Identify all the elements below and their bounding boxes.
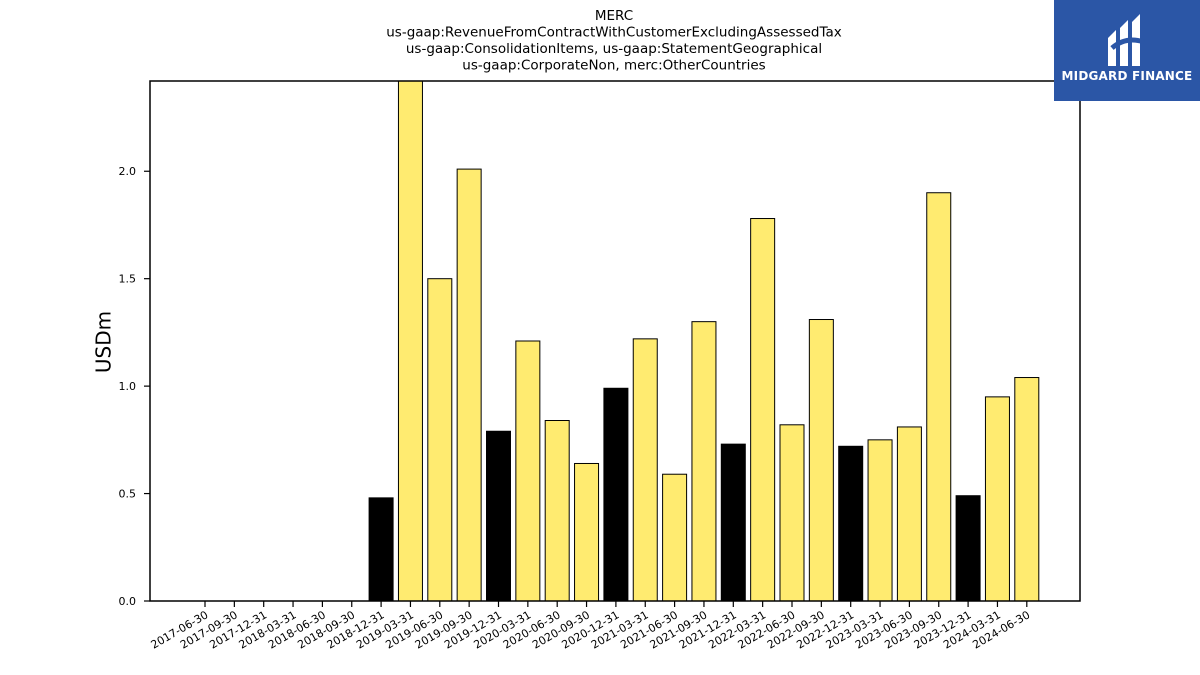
bar [486,430,511,602]
y-axis-label: USDm [92,311,116,373]
logo-text: MIDGARD FINANCE [1061,69,1193,83]
bar [984,396,1010,602]
bar [574,462,600,602]
bar [808,319,834,602]
bar [867,439,893,602]
y-tick-label: 1.5 [119,273,137,286]
logo: MIDGARD FINANCE [1054,0,1200,101]
bar [632,338,658,602]
chart-title-line: us-gaap:ConsolidationItems, us-gaap:Stat… [406,41,822,57]
bar [515,340,541,602]
y-tick-label: 0.5 [119,488,137,501]
plot-frame [149,80,1081,602]
bar [603,387,629,602]
bar [838,445,864,602]
chart-title-line: us-gaap:RevenueFromContractWithCustomerE… [386,25,842,41]
bar [1014,377,1040,602]
y-tick-label: 1.0 [119,380,137,393]
bar [368,497,394,602]
bar [926,192,952,602]
bar [662,473,688,602]
y-tick-label: 0.0 [119,595,137,608]
y-axis-ticks: 0.0 0.5 1.0 1.5 2.0 [119,165,150,608]
bar [955,495,981,602]
bar [397,80,423,602]
chart-title-line: us-gaap:CorporateNon, merc:OtherCountrie… [462,58,765,74]
bar [456,168,482,602]
bar [427,278,453,602]
y-tick-label: 2.0 [119,165,137,178]
bar [750,218,776,602]
bar [544,420,570,602]
chart-title-line: MERC [595,8,633,24]
chart-title: MERCus-gaap:RevenueFromContractWithCusto… [386,8,842,74]
axes [149,80,1081,602]
bar [896,426,922,602]
x-axis-ticks: 2017-06-302017-09-302017-12-312018-03-31… [149,601,1032,652]
bar [691,321,717,602]
bar [779,424,805,602]
logo-mark-icon [1108,14,1145,66]
bar [720,443,746,602]
bars [368,80,1040,602]
